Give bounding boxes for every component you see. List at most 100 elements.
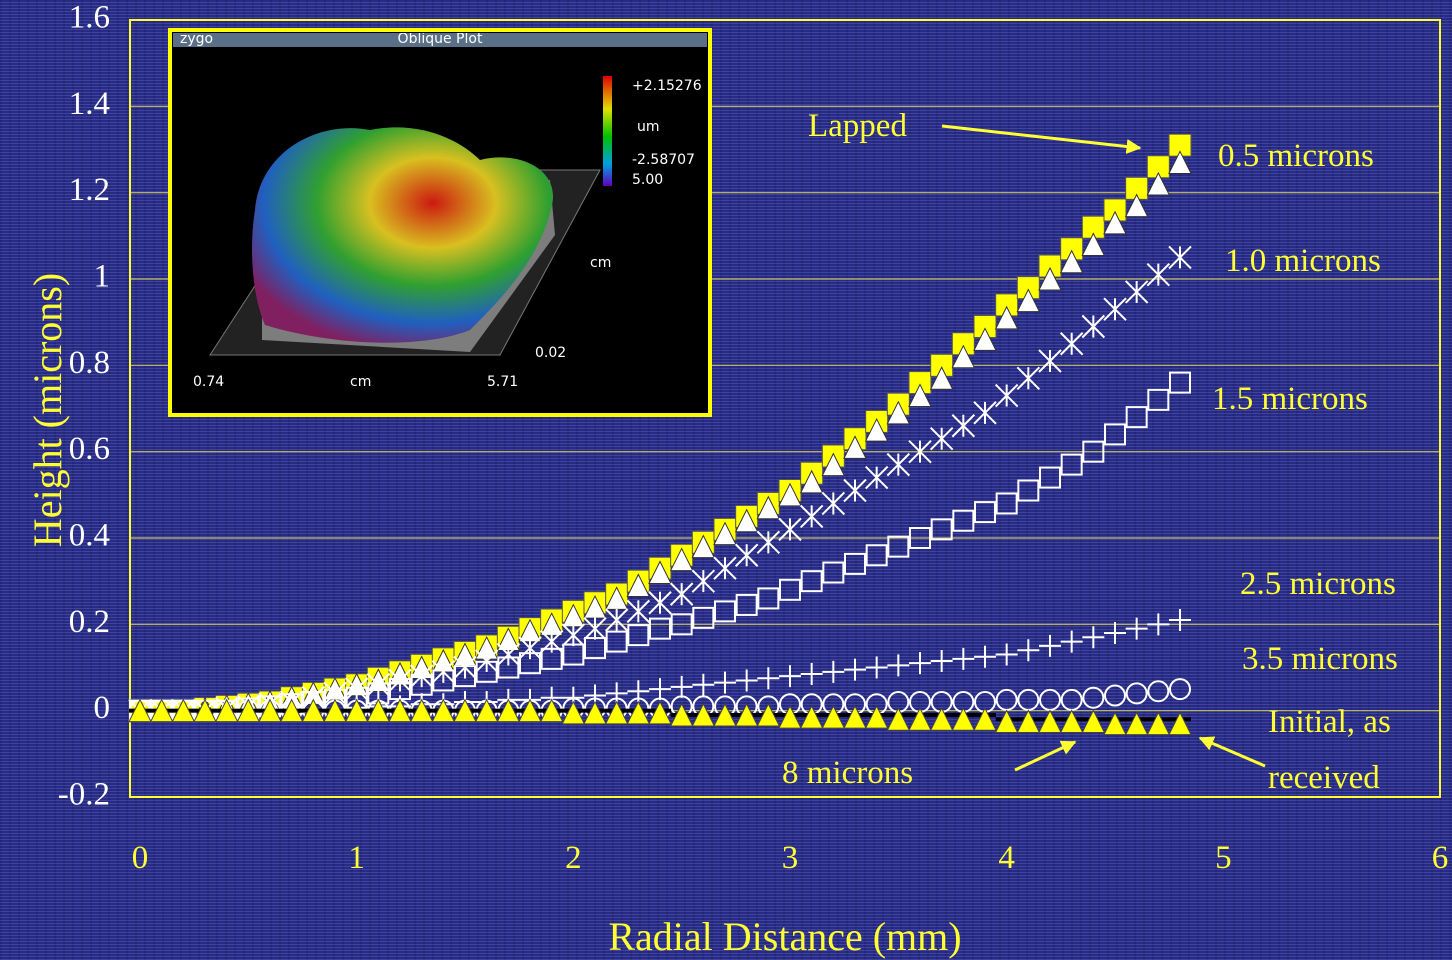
data-point (1127, 407, 1147, 427)
data-point (779, 665, 801, 687)
data-point (715, 601, 735, 621)
data-point (1148, 390, 1168, 410)
inset-colorbar (603, 76, 612, 186)
data-point (996, 710, 1018, 732)
data-point (628, 625, 648, 645)
data-point (1147, 264, 1169, 286)
y-tick-label: 1.6 (69, 0, 110, 36)
data-point (736, 544, 758, 566)
x-tick-label: 6 (1432, 840, 1449, 876)
data-point (563, 645, 583, 665)
data-point (952, 648, 974, 670)
data-point (845, 554, 865, 574)
data-point (519, 637, 541, 659)
data-point (932, 519, 952, 539)
data-point (1105, 686, 1125, 706)
data-point (1104, 298, 1126, 320)
data-point (887, 708, 909, 730)
data-point (714, 557, 736, 579)
data-point (454, 657, 476, 679)
data-point (996, 385, 1018, 407)
inset-brand: zygo (180, 31, 213, 47)
data-point (606, 609, 628, 631)
y-tick-label: 0.2 (69, 604, 110, 640)
data-point (931, 708, 953, 730)
data-point (1039, 635, 1061, 657)
data-point (692, 570, 714, 592)
data-point (650, 619, 670, 639)
data-point (974, 646, 996, 668)
data-point (952, 708, 974, 730)
data-point (757, 667, 779, 689)
data-point (1127, 683, 1147, 703)
series-label: Lapped (808, 98, 907, 154)
data-point (867, 545, 887, 565)
y-tick-label: 0 (94, 690, 111, 726)
series-label: 3.5 microns (1242, 631, 1398, 687)
data-point (952, 415, 974, 437)
data-point (1039, 710, 1061, 732)
data-point (1126, 618, 1148, 640)
x-tick-label: 5 (1215, 840, 1232, 876)
series-label: 8 microns (782, 745, 913, 801)
y-axis-title: Height (microns) (25, 273, 70, 547)
data-point (627, 702, 649, 724)
data-point (1126, 281, 1148, 303)
data-point (1104, 622, 1126, 644)
x-tick-label: 2 (565, 840, 582, 876)
data-point (866, 657, 888, 679)
data-point (931, 428, 953, 450)
data-point (888, 537, 908, 557)
data-point (844, 480, 866, 502)
data-point (1017, 367, 1039, 389)
data-point (1083, 688, 1103, 708)
data-point (1082, 315, 1104, 337)
data-point (757, 531, 779, 553)
data-point (1147, 613, 1169, 635)
y-tick-label: 0.6 (69, 431, 110, 467)
data-point (887, 654, 909, 676)
data-point (1061, 333, 1083, 355)
data-point (1104, 713, 1126, 735)
data-point (1169, 246, 1191, 268)
data-point (584, 618, 606, 640)
series-label: Initial, as received (1268, 694, 1443, 806)
data-point (584, 702, 606, 724)
data-point (822, 492, 844, 514)
data-point (1039, 350, 1061, 372)
data-point (1105, 424, 1125, 444)
inset-title: Oblique Plot (398, 31, 483, 47)
x-tick-label: 4 (998, 840, 1015, 876)
data-point (975, 502, 995, 522)
series-label: 1.0 microns (1225, 233, 1381, 289)
data-point (1061, 710, 1083, 732)
data-point (758, 588, 778, 608)
y-tick-label: 0.8 (69, 345, 110, 381)
inset-y-min: 0.02 (535, 345, 566, 361)
data-point (1061, 631, 1083, 653)
data-point (866, 467, 888, 489)
inset-max: +2.15276 (632, 78, 702, 94)
data-point (607, 632, 627, 652)
data-point (627, 600, 649, 622)
inset-image: zygo Oblique Plot +2.15276 um -2.58707 5… (170, 30, 710, 415)
inset-y-unit: cm (590, 255, 611, 271)
y-tick-label: 1.4 (69, 86, 110, 122)
data-point (780, 580, 800, 600)
data-point (692, 674, 714, 696)
data-point (562, 702, 584, 724)
data-point (909, 652, 931, 674)
inset-ztop: 5.00 (632, 172, 663, 188)
y-tick-label: -0.2 (58, 777, 110, 813)
data-point (585, 638, 605, 658)
data-point (649, 702, 671, 724)
data-point (1018, 481, 1038, 501)
data-point (1148, 681, 1168, 701)
data-point (997, 690, 1017, 710)
data-point (1040, 690, 1060, 710)
data-point (1169, 713, 1191, 735)
arrow (1200, 738, 1265, 766)
inset-x-min: 0.74 (193, 374, 224, 390)
data-point (736, 669, 758, 691)
arrow (942, 126, 1140, 148)
